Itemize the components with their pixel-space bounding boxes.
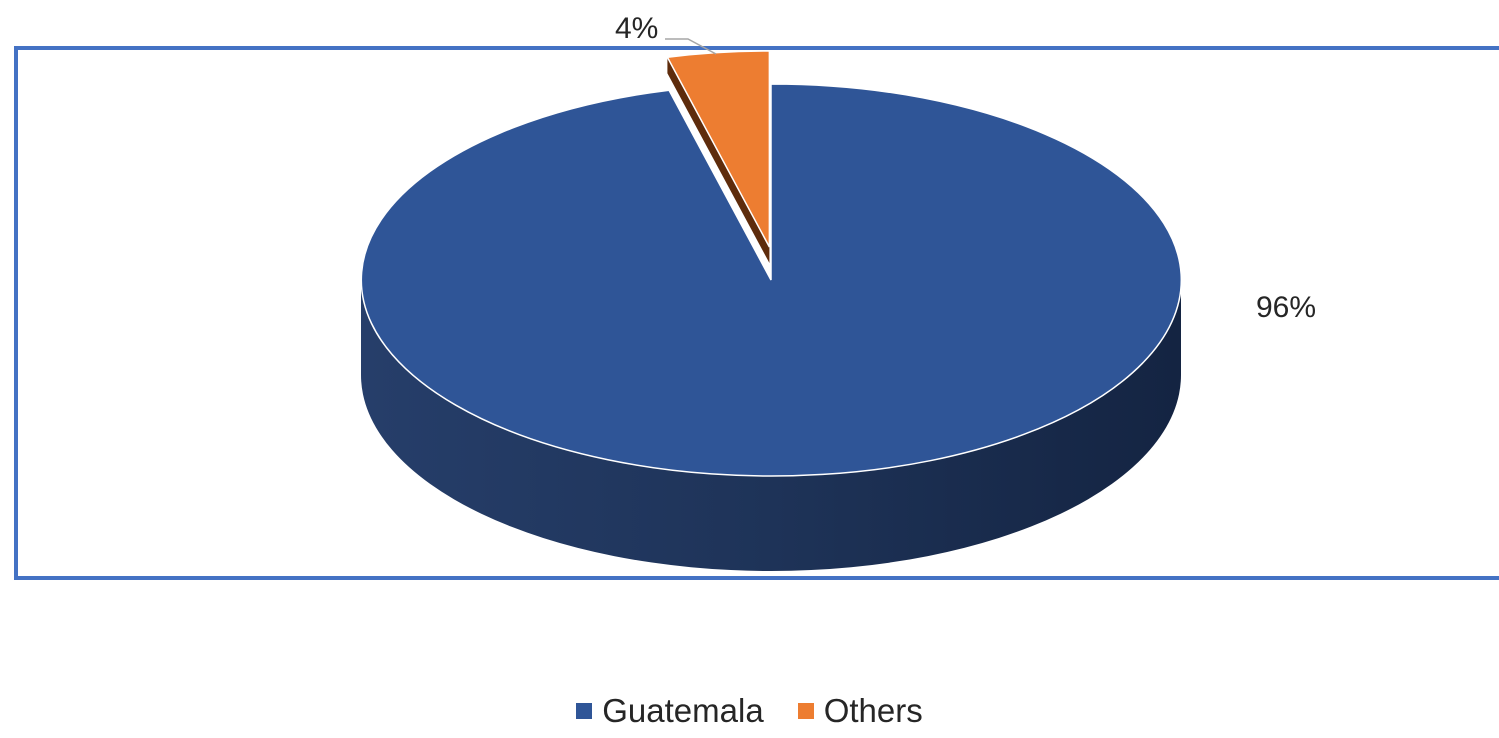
legend-swatch-others — [797, 703, 814, 719]
legend: Guatemala Others — [0, 692, 1499, 730]
plot-frame — [14, 46, 1499, 580]
label-leader-line — [665, 38, 717, 55]
data-labels: 4% 96% — [615, 12, 1316, 324]
legend-label-guatemala: Guatemala — [602, 692, 764, 729]
pie-side-guatemala — [361, 280, 1181, 571]
legend-swatch-guatemala — [576, 703, 593, 719]
pie-slice-others — [666, 50, 771, 248]
pie-slice-guatemala — [360, 83, 1183, 477]
legend-item-guatemala: Guatemala — [576, 692, 764, 730]
pie-side-others — [667, 57, 770, 264]
pie-group — [360, 50, 1183, 571]
data-label-others: 4% — [615, 12, 658, 45]
data-label-guatemala: 96% — [1256, 291, 1316, 324]
legend-label-others: Others — [823, 692, 923, 729]
legend-item-others: Others — [797, 692, 923, 730]
